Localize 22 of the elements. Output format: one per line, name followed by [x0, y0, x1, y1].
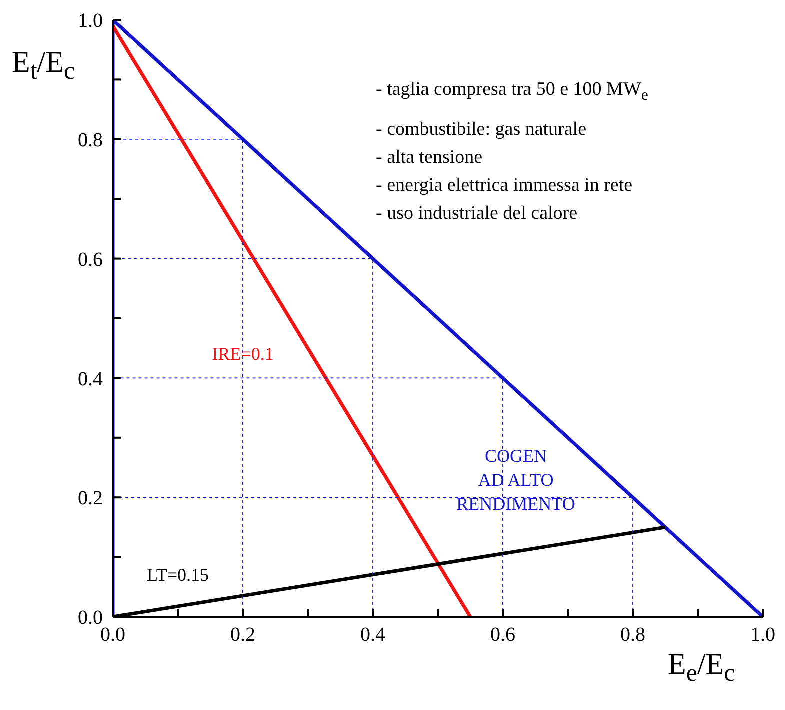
x-tick-label: 0.4	[360, 624, 386, 646]
y-tick-label: 0.4	[78, 368, 103, 390]
x-tick-label: 0.0	[100, 624, 126, 646]
y-tick-label: 1.0	[78, 10, 103, 32]
x-tick-label: 0.6	[490, 624, 516, 646]
series-label: LT=0.15	[146, 564, 210, 588]
x-tick-label: 0.2	[230, 624, 256, 646]
series-label: IRE=0.1	[211, 343, 275, 366]
y-tick-label: 0.2	[78, 488, 103, 510]
x-tick-label: 0.8	[620, 624, 646, 646]
y-tick-label: 0.6	[78, 248, 103, 271]
x-tick-label: 1.0	[750, 624, 776, 646]
y-tick-label: 0.8	[78, 130, 103, 152]
annotation: - taglia compresa tra 50 e 100 MW$_{e}$	[376, 79, 648, 104]
x-axis-title: E$_{e}$/E$_{c}$	[668, 648, 736, 687]
y-tick-label: 0.0	[78, 607, 103, 630]
annotation: - energia elettrica immessa in rete	[376, 174, 633, 196]
y-axis-title: E$_{t}$/E$_{c}$	[12, 46, 76, 85]
annotation: - alta tensione	[376, 146, 483, 168]
series-label: COGEN AD ALTO RENDIMENTO	[456, 446, 576, 514]
annotation: - combustibile: gas naturale	[376, 118, 587, 140]
annotation: - uso industriale del calore	[376, 202, 578, 224]
